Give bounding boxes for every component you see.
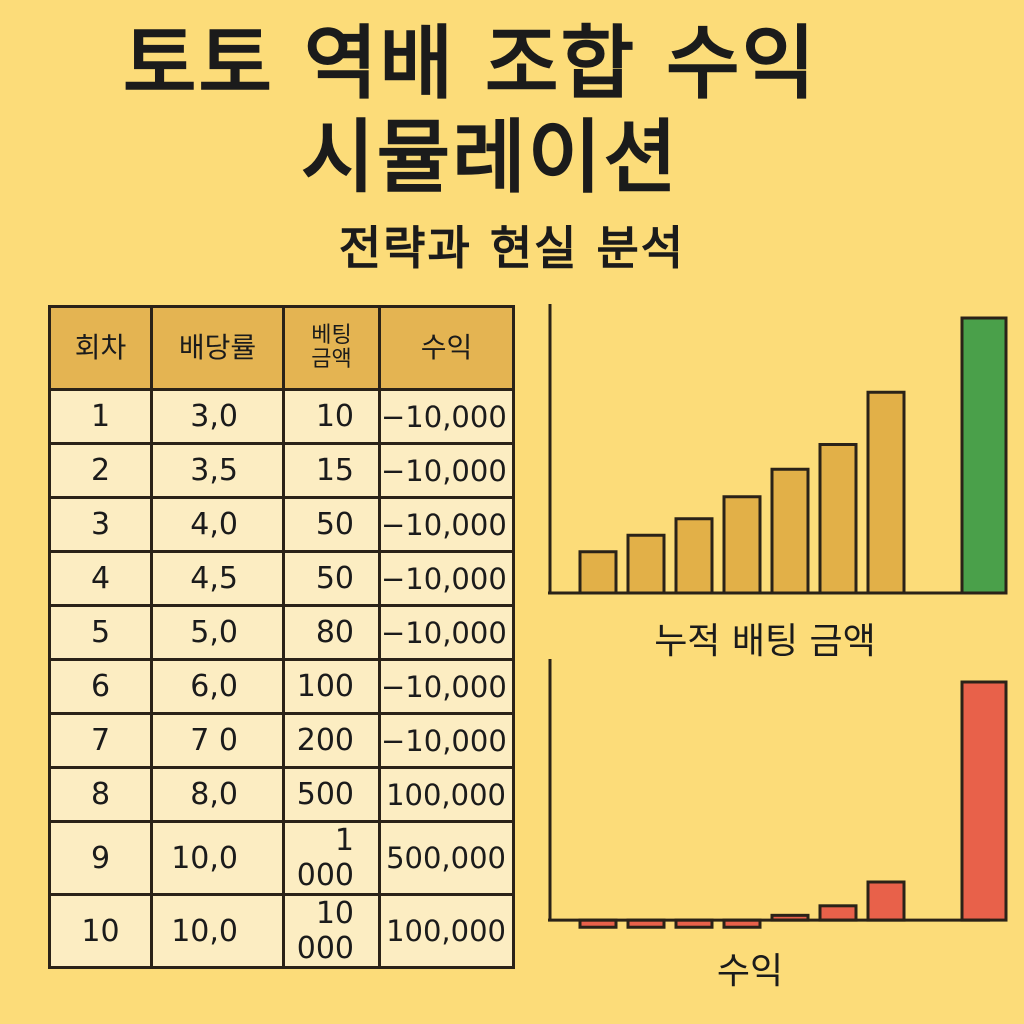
bar-3 xyxy=(674,517,714,595)
cell-profit: −10,000 xyxy=(378,496,515,553)
cell-bet-amount: 10 xyxy=(282,388,381,445)
table-body: 1 3,0 10 −10,000 2 3,5 15 −10,000 3 4,0 50 −10,000 4… xyxy=(48,388,515,969)
cumulative-bet-chart xyxy=(548,304,1008,595)
bar-7 xyxy=(866,880,906,922)
cell-profit: 500,000 xyxy=(378,820,515,896)
cell-round: 4 xyxy=(48,550,153,607)
page-title-line-2: 시뮬레이션 xyxy=(301,111,679,204)
cell-round: 9 xyxy=(48,820,153,896)
header-odds: 배당률 xyxy=(150,305,285,391)
cell-bet-amount: 15 xyxy=(282,442,381,499)
cell-odds: 3,0 xyxy=(150,388,285,445)
cell-bet-amount: 100 xyxy=(282,658,381,715)
cell-profit: 100,000 xyxy=(378,766,515,823)
table-row: 3 4,0 50 −10,000 xyxy=(48,496,515,553)
cumulative-bet-chart-label: 누적 배팅 금액 xyxy=(654,621,876,662)
cell-round: 8 xyxy=(48,766,153,823)
cell-profit: −10,000 xyxy=(378,712,515,769)
page-title-line-1: 토토 역배 조합 수익 xyxy=(122,17,818,110)
bar-5 xyxy=(770,467,810,595)
cell-round: 10 xyxy=(48,893,153,969)
bar-1 xyxy=(578,550,618,595)
cell-profit: −10,000 xyxy=(378,442,515,499)
cell-bet-amount: 500 xyxy=(282,766,381,823)
table-row: 1 3,0 10 −10,000 xyxy=(48,388,515,445)
cell-profit: −10,000 xyxy=(378,550,515,607)
cell-round: 1 xyxy=(48,388,153,445)
cell-profit: 100,000 xyxy=(378,893,515,969)
bar-8 xyxy=(960,316,1008,595)
table-row: 2 3,5 15 −10,000 xyxy=(48,442,515,499)
cell-round: 5 xyxy=(48,604,153,661)
table-row: 4 4,5 50 −10,000 xyxy=(48,550,515,607)
table-row: 5 5,0 80 −10,000 xyxy=(48,604,515,661)
cell-bet-amount: 80 xyxy=(282,604,381,661)
cell-odds: 7 0 xyxy=(150,712,285,769)
cell-round: 2 xyxy=(48,442,153,499)
cell-round: 7 xyxy=(48,712,153,769)
table-row: 10 10,0 10 000 100,000 xyxy=(48,893,515,969)
header-profit: 수익 xyxy=(378,305,515,391)
cell-profit: −10,000 xyxy=(378,388,515,445)
cell-bet-amount: 10 000 xyxy=(282,893,381,969)
cell-odds: 4,5 xyxy=(150,550,285,607)
bar-2 xyxy=(626,533,666,595)
cell-odds: 6,0 xyxy=(150,658,285,715)
header-bet-amount-label: 베팅 금액 xyxy=(311,323,352,372)
cell-odds: 5,0 xyxy=(150,604,285,661)
cell-odds: 8,0 xyxy=(150,766,285,823)
bar-6 xyxy=(818,443,858,595)
bar-4 xyxy=(722,495,762,595)
cell-round: 3 xyxy=(48,496,153,553)
table-row: 9 10,0 1 000 500,000 xyxy=(48,820,515,896)
table-row: 6 6,0 100 −10,000 xyxy=(48,658,515,715)
cell-bet-amount: 200 xyxy=(282,712,381,769)
cell-profit: −10,000 xyxy=(378,604,515,661)
cell-odds: 3,5 xyxy=(150,442,285,499)
cell-bet-amount: 50 xyxy=(282,550,381,607)
cell-profit: −10,000 xyxy=(378,658,515,715)
bar-6 xyxy=(818,904,858,922)
profit-chart xyxy=(548,659,1008,929)
cell-odds: 10,0 xyxy=(150,893,285,969)
profit-chart-label: 수익 xyxy=(716,951,784,992)
header-bet-amount: 베팅 금액 xyxy=(282,305,381,391)
header-round: 회차 xyxy=(48,305,153,391)
table-row: 8 8,0 500 100,000 xyxy=(48,766,515,823)
table-header-row: 회차 배당률 베팅 금액 수익 xyxy=(48,305,515,391)
cell-odds: 10,0 xyxy=(150,820,285,896)
simulation-table: 회차 배당률 베팅 금액 수익 1 3,0 10 −10,000 2 3,5 15 −10,00… xyxy=(48,305,515,969)
bar-7 xyxy=(866,390,906,595)
cell-bet-amount: 1 000 xyxy=(282,820,381,896)
cell-round: 6 xyxy=(48,658,153,715)
page-subtitle: 전략과 현실 분석 xyxy=(338,221,686,275)
cell-odds: 4,0 xyxy=(150,496,285,553)
bar-8 xyxy=(960,680,1008,922)
cell-bet-amount: 50 xyxy=(282,496,381,553)
